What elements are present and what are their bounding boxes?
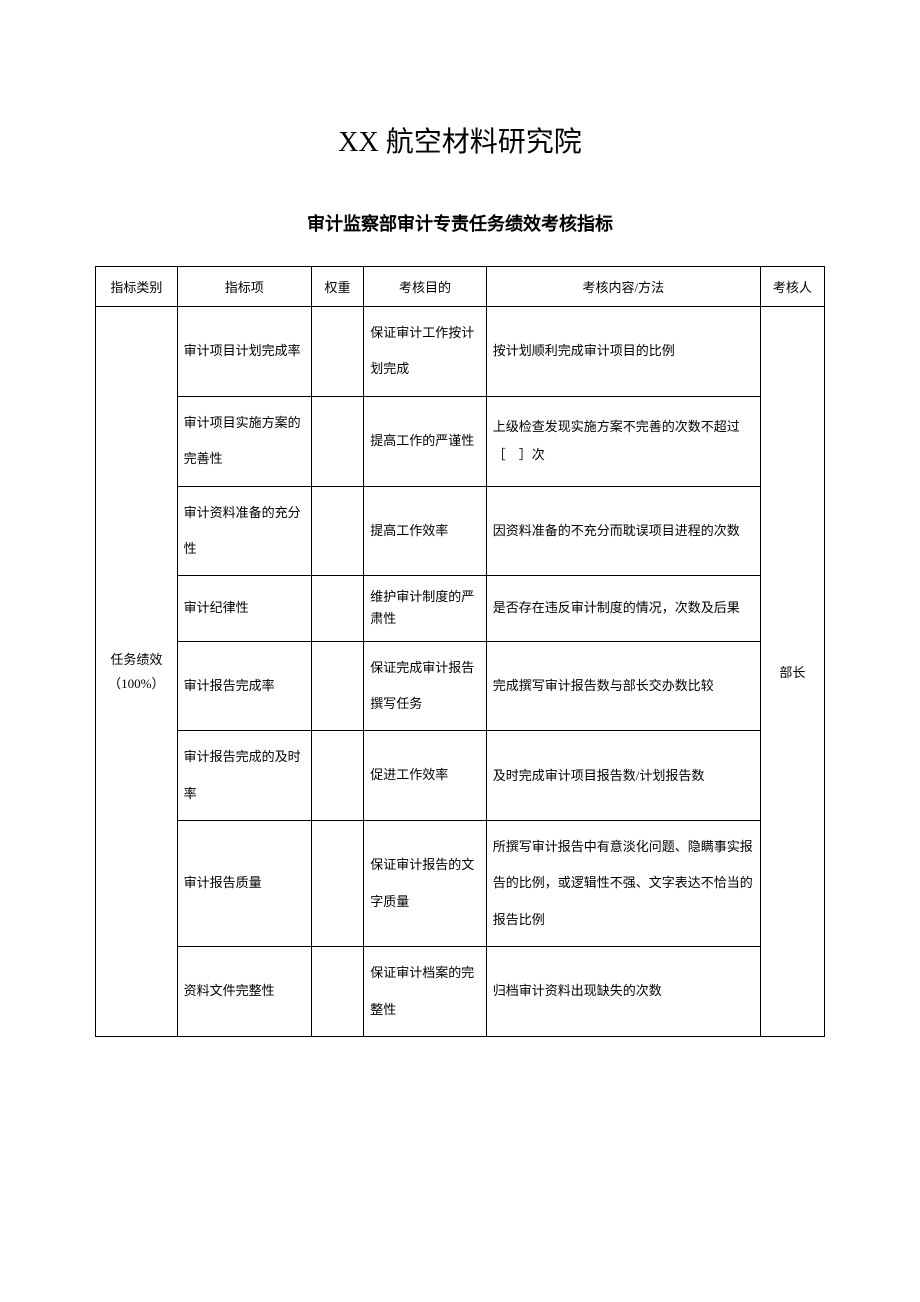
cell-content: 完成撰写审计报告数与部长交办数比较 <box>486 641 760 731</box>
cell-weight <box>311 486 363 576</box>
cell-item: 审计纪律性 <box>177 576 311 641</box>
table-row: 审计资料准备的充分性 提高工作效率 因资料准备的不充分而耽误项目进程的次数 <box>96 486 825 576</box>
table-row: 审计报告完成率 保证完成审计报告撰写任务 完成撰写审计报告数与部长交办数比较 <box>96 641 825 731</box>
cell-content: 上级检查发现实施方案不完善的次数不超过［ ］次 <box>486 396 760 486</box>
header-item: 指标项 <box>177 267 311 307</box>
cell-item: 审计项目计划完成率 <box>177 307 311 397</box>
cell-item: 审计报告完成率 <box>177 641 311 731</box>
table-row: 资料文件完整性 保证审计档案的完整性 归档审计资料出现缺失的次数 <box>96 947 825 1037</box>
cell-weight <box>311 396 363 486</box>
cell-purpose: 保证审计工作按计划完成 <box>364 307 486 397</box>
header-category: 指标类别 <box>96 267 178 307</box>
cell-content: 按计划顺利完成审计项目的比例 <box>486 307 760 397</box>
table-row: 审计项目实施方案的完善性 提高工作的严谨性 上级检查发现实施方案不完善的次数不超… <box>96 396 825 486</box>
cell-content: 因资料准备的不充分而耽误项目进程的次数 <box>486 486 760 576</box>
cell-item: 资料文件完整性 <box>177 947 311 1037</box>
cell-content: 及时完成审计项目报告数/计划报告数 <box>486 731 760 821</box>
cell-weight <box>311 947 363 1037</box>
table-header-row: 指标类别 指标项 权重 考核目的 考核内容/方法 考核人 <box>96 267 825 307</box>
header-purpose: 考核目的 <box>364 267 486 307</box>
cell-item: 审计报告质量 <box>177 821 311 947</box>
cell-item: 审计项目实施方案的完善性 <box>177 396 311 486</box>
cell-item: 审计报告完成的及时率 <box>177 731 311 821</box>
cell-content: 是否存在违反审计制度的情况，次数及后果 <box>486 576 760 641</box>
cell-weight <box>311 307 363 397</box>
cell-purpose: 促进工作效率 <box>364 731 486 821</box>
cell-purpose: 保证审计档案的完整性 <box>364 947 486 1037</box>
cell-purpose: 提高工作效率 <box>364 486 486 576</box>
header-assessor: 考核人 <box>760 267 824 307</box>
category-cell: 任务绩效（100%） <box>96 307 178 1037</box>
header-content: 考核内容/方法 <box>486 267 760 307</box>
cell-weight <box>311 576 363 641</box>
cell-purpose: 保证审计报告的文字质量 <box>364 821 486 947</box>
cell-purpose: 提高工作的严谨性 <box>364 396 486 486</box>
cell-content: 归档审计资料出现缺失的次数 <box>486 947 760 1037</box>
cell-weight <box>311 821 363 947</box>
main-title: XX 航空材料研究院 <box>95 120 825 160</box>
cell-weight <box>311 641 363 731</box>
header-weight: 权重 <box>311 267 363 307</box>
assessor-cell: 部长 <box>760 307 824 1037</box>
cell-item: 审计资料准备的充分性 <box>177 486 311 576</box>
cell-purpose: 保证完成审计报告撰写任务 <box>364 641 486 731</box>
table-row: 审计报告质量 保证审计报告的文字质量 所撰写审计报告中有意淡化问题、隐瞒事实报告… <box>96 821 825 947</box>
sub-title: 审计监察部审计专责任务绩效考核指标 <box>95 210 825 236</box>
assessment-table: 指标类别 指标项 权重 考核目的 考核内容/方法 考核人 任务绩效（100%） … <box>95 266 825 1037</box>
table-row: 任务绩效（100%） 审计项目计划完成率 保证审计工作按计划完成 按计划顺利完成… <box>96 307 825 397</box>
cell-purpose: 维护审计制度的严肃性 <box>364 576 486 641</box>
cell-content: 所撰写审计报告中有意淡化问题、隐瞒事实报告的比例，或逻辑性不强、文字表达不恰当的… <box>486 821 760 947</box>
cell-weight <box>311 731 363 821</box>
table-row: 审计报告完成的及时率 促进工作效率 及时完成审计项目报告数/计划报告数 <box>96 731 825 821</box>
table-row: 审计纪律性 维护审计制度的严肃性 是否存在违反审计制度的情况，次数及后果 <box>96 576 825 641</box>
